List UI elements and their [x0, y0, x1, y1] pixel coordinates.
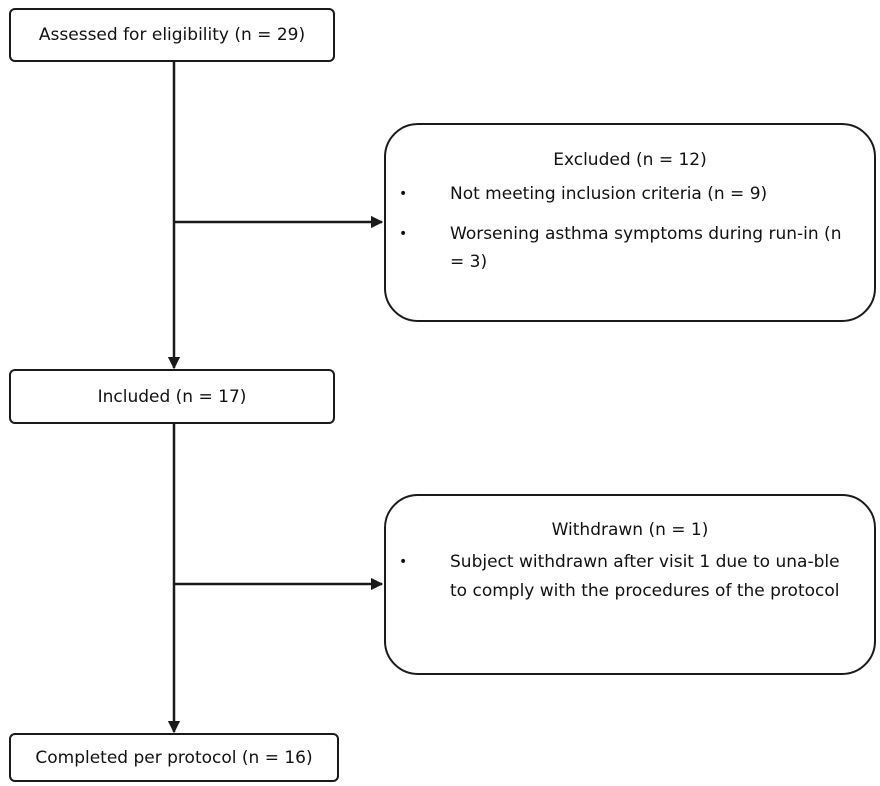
excluded-box: Excluded (n = 12) • Not meeting inclusio… [384, 123, 876, 322]
withdrawn-list: • Subject withdrawn after visit 1 due to… [386, 548, 874, 606]
withdrawn-item: • Subject withdrawn after visit 1 due to… [386, 548, 874, 606]
withdrawn-box: Withdrawn (n = 1) • Subject withdrawn af… [384, 494, 876, 675]
completed-box: Completed per protocol (n = 16) [9, 733, 339, 782]
bullet-icon: • [399, 226, 408, 242]
bullet-icon: • [399, 554, 408, 570]
included-label: Included (n = 17) [97, 386, 247, 407]
assessed-box: Assessed for eligibility (n = 29) [9, 8, 335, 62]
excluded-heading: Excluded (n = 12) [553, 150, 707, 170]
excluded-list: • Not meeting inclusion criteria (n = 9)… [386, 180, 874, 276]
bullet-icon: • [399, 186, 408, 202]
excluded-item: • Worsening asthma symptoms during run-i… [386, 220, 874, 276]
excluded-item: • Not meeting inclusion criteria (n = 9) [386, 180, 874, 208]
completed-label: Completed per protocol (n = 16) [35, 747, 313, 768]
assessed-label: Assessed for eligibility (n = 29) [38, 25, 306, 45]
included-box: Included (n = 17) [9, 369, 335, 424]
withdrawn-heading: Withdrawn (n = 1) [551, 520, 709, 540]
